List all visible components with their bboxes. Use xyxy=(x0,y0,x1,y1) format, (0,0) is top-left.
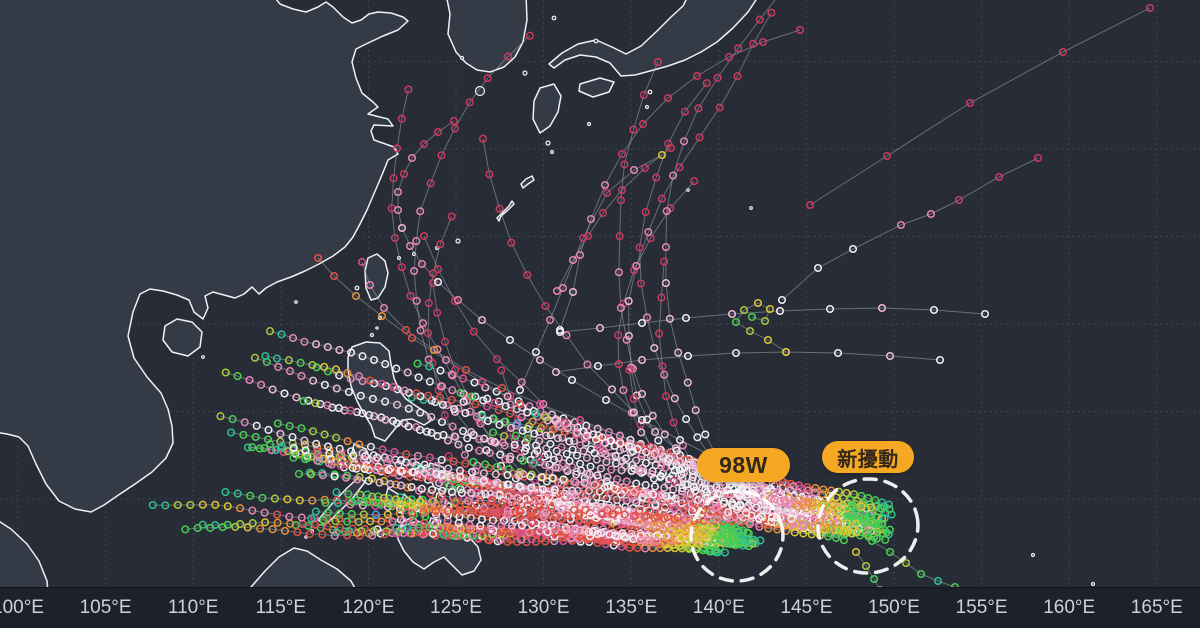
longitude-tick-label: 135°E xyxy=(605,597,658,618)
longitude-tick-label: 105°E xyxy=(79,597,132,618)
longitude-tick-label: 125°E xyxy=(430,597,482,618)
longitude-tick-label: 110°E xyxy=(167,597,219,618)
longitude-tick-label: 130°E xyxy=(517,597,570,618)
storm-label-98w: 98W xyxy=(697,448,790,482)
longitude-tick-label: 140°E xyxy=(692,597,745,618)
genesis-area-layer xyxy=(689,477,920,583)
longitude-axis: 100°E 105°E 110°E 115°E 120°E 125°E 130°E 135°E… xyxy=(0,587,1200,628)
longitude-tick-label: 145°E xyxy=(780,597,833,618)
longitude-tick-label: 165°E xyxy=(1130,597,1183,618)
longitude-tick-label: 150°E xyxy=(868,597,920,618)
longitude-tick-label: 100°E xyxy=(0,597,44,618)
genesis-ellipse xyxy=(689,489,785,583)
storm-label-new-disturbance: 新擾動 xyxy=(822,441,914,473)
longitude-tick-label: 120°E xyxy=(342,597,395,618)
genesis-ellipse xyxy=(816,477,920,575)
longitude-tick-label: 115°E xyxy=(255,597,307,618)
longitude-tick-label: 160°E xyxy=(1043,597,1096,618)
coastline-layer xyxy=(0,0,1096,588)
longitude-tick-label: 155°E xyxy=(955,597,1008,618)
